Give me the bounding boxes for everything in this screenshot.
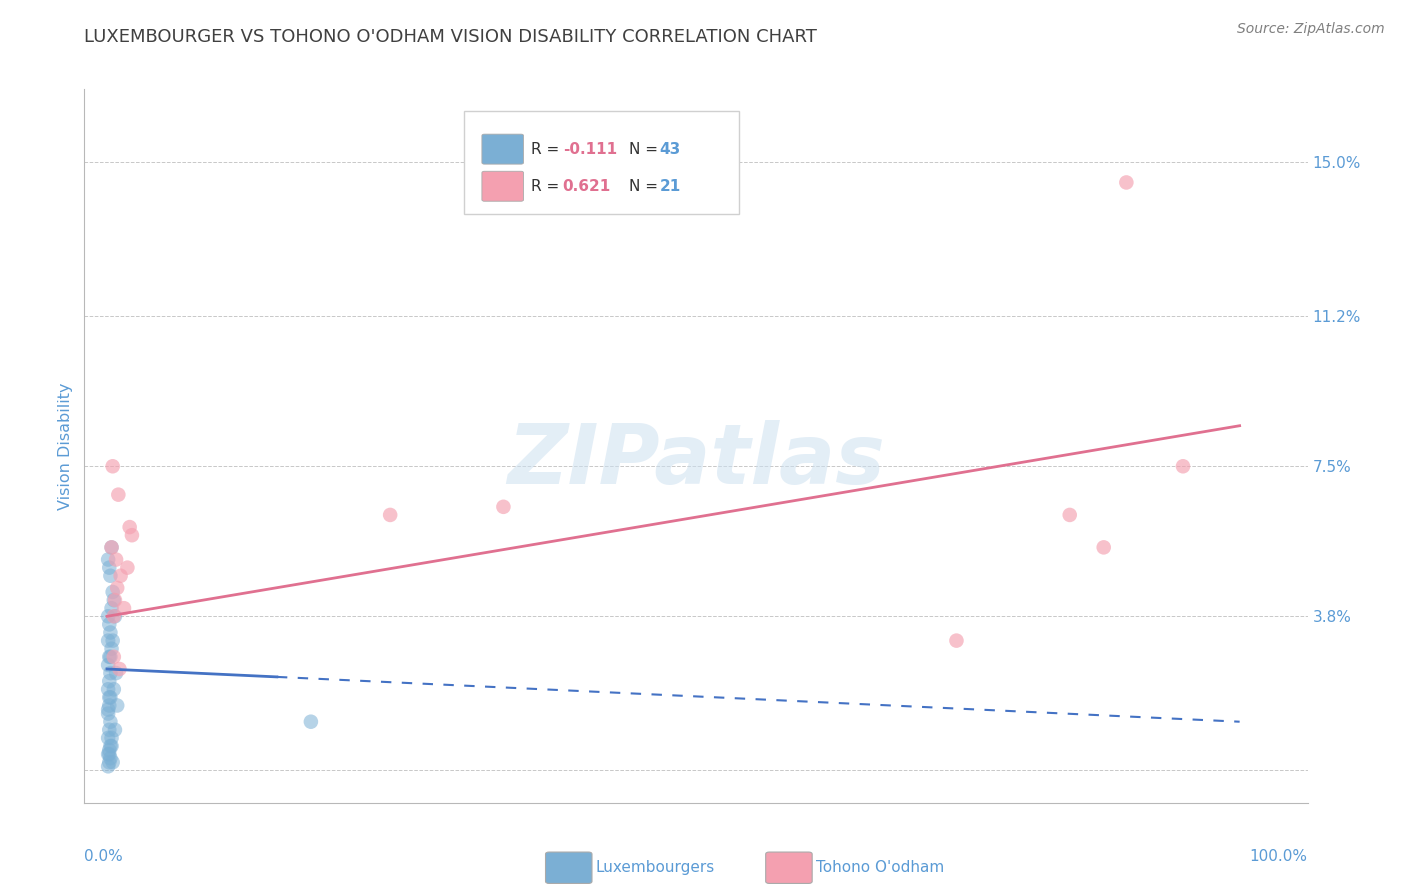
Point bbox=[104, 723, 127, 737]
Point bbox=[100, 568, 122, 582]
Point bbox=[100, 666, 122, 681]
Point bbox=[103, 609, 125, 624]
Point bbox=[100, 751, 122, 765]
Point bbox=[101, 756, 124, 770]
Text: Tohono O'odham: Tohono O'odham bbox=[815, 860, 943, 875]
Y-axis label: Vision Disability: Vision Disability bbox=[58, 383, 73, 509]
Text: N =: N = bbox=[628, 178, 662, 194]
Point bbox=[101, 633, 124, 648]
Point bbox=[100, 641, 122, 656]
Point bbox=[97, 657, 120, 672]
Point bbox=[100, 541, 122, 555]
Point bbox=[105, 581, 128, 595]
FancyBboxPatch shape bbox=[464, 111, 738, 214]
Point bbox=[100, 731, 122, 745]
Point bbox=[117, 560, 139, 574]
Text: R =: R = bbox=[531, 178, 564, 194]
Text: 43: 43 bbox=[659, 142, 681, 157]
Point bbox=[100, 739, 122, 753]
Text: R =: R = bbox=[531, 142, 564, 157]
Text: 21: 21 bbox=[659, 178, 681, 194]
Text: 0.0%: 0.0% bbox=[84, 849, 124, 864]
Point bbox=[110, 568, 132, 582]
Point bbox=[108, 662, 131, 676]
Point bbox=[100, 601, 122, 615]
Point bbox=[118, 520, 141, 534]
Point bbox=[98, 690, 121, 705]
Point bbox=[98, 756, 121, 770]
Point bbox=[97, 702, 120, 716]
Point bbox=[101, 585, 124, 599]
Point bbox=[107, 488, 129, 502]
Point bbox=[98, 674, 121, 689]
Point bbox=[101, 459, 124, 474]
Point bbox=[97, 633, 120, 648]
Point bbox=[97, 731, 120, 745]
Point bbox=[98, 743, 121, 757]
Point bbox=[100, 690, 122, 705]
Point bbox=[380, 508, 402, 522]
FancyBboxPatch shape bbox=[546, 852, 592, 883]
Point bbox=[1171, 459, 1194, 474]
Point bbox=[98, 560, 121, 574]
Point bbox=[97, 706, 120, 721]
Point bbox=[103, 593, 125, 607]
Point bbox=[105, 552, 128, 566]
Text: 0.621: 0.621 bbox=[562, 178, 610, 194]
FancyBboxPatch shape bbox=[482, 171, 523, 202]
Point bbox=[98, 723, 121, 737]
Point bbox=[945, 633, 967, 648]
Point bbox=[98, 698, 121, 713]
Point bbox=[112, 601, 135, 615]
Point bbox=[100, 649, 122, 664]
Point bbox=[97, 609, 120, 624]
Point bbox=[100, 739, 122, 753]
Point bbox=[98, 649, 121, 664]
Point bbox=[1092, 541, 1115, 555]
Point bbox=[104, 593, 127, 607]
FancyBboxPatch shape bbox=[482, 134, 523, 164]
Point bbox=[1115, 176, 1137, 190]
Point bbox=[97, 552, 120, 566]
FancyBboxPatch shape bbox=[766, 852, 813, 883]
Point bbox=[100, 625, 122, 640]
Point bbox=[97, 759, 120, 773]
Point bbox=[104, 609, 127, 624]
Point bbox=[492, 500, 515, 514]
Text: ZIPatlas: ZIPatlas bbox=[508, 420, 884, 500]
Text: Source: ZipAtlas.com: Source: ZipAtlas.com bbox=[1237, 22, 1385, 37]
Text: LUXEMBOURGER VS TOHONO O'ODHAM VISION DISABILITY CORRELATION CHART: LUXEMBOURGER VS TOHONO O'ODHAM VISION DI… bbox=[84, 29, 817, 46]
Text: Luxembourgers: Luxembourgers bbox=[596, 860, 714, 875]
Point bbox=[121, 528, 143, 542]
Point bbox=[1059, 508, 1081, 522]
Point bbox=[100, 541, 122, 555]
Point bbox=[97, 682, 120, 697]
Point bbox=[98, 747, 121, 761]
Point bbox=[105, 666, 128, 681]
Point bbox=[103, 682, 125, 697]
Point bbox=[105, 698, 128, 713]
Point bbox=[103, 649, 125, 664]
Point bbox=[97, 747, 120, 761]
Point bbox=[98, 617, 121, 632]
Text: N =: N = bbox=[628, 142, 662, 157]
Text: -0.111: -0.111 bbox=[562, 142, 617, 157]
Point bbox=[100, 714, 122, 729]
Text: 100.0%: 100.0% bbox=[1250, 849, 1308, 864]
Point bbox=[299, 714, 322, 729]
